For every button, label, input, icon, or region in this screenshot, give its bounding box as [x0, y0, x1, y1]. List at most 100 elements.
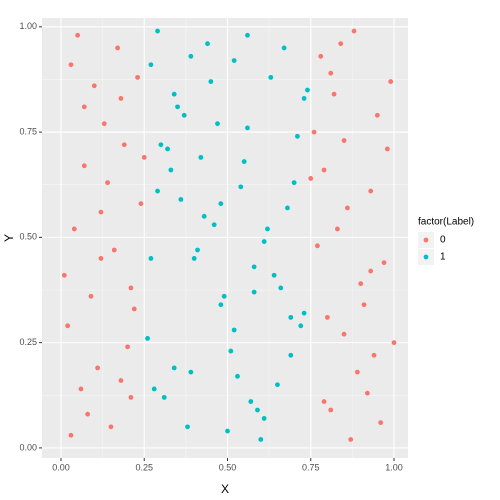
point — [71, 226, 77, 232]
point — [198, 154, 204, 160]
point — [321, 399, 327, 404]
point — [98, 256, 104, 261]
point — [338, 41, 344, 47]
point — [68, 432, 74, 438]
point — [374, 112, 380, 118]
point — [251, 264, 257, 270]
point — [358, 281, 364, 287]
point — [288, 314, 294, 320]
point — [168, 167, 174, 173]
point — [245, 125, 250, 131]
point — [188, 369, 194, 375]
legend-swatch — [423, 254, 429, 260]
point — [318, 53, 324, 59]
legend-label: 0 — [440, 235, 446, 246]
point — [261, 239, 267, 244]
point — [308, 176, 314, 181]
point — [275, 382, 280, 388]
point — [245, 32, 250, 38]
point — [125, 344, 130, 350]
point — [175, 104, 180, 110]
point — [281, 45, 287, 51]
point — [181, 112, 187, 118]
point — [288, 352, 294, 358]
point — [278, 285, 284, 291]
point — [258, 437, 264, 442]
point — [341, 331, 347, 337]
point — [121, 142, 127, 148]
point — [255, 407, 260, 413]
point — [301, 310, 307, 316]
point — [218, 302, 224, 308]
point — [361, 302, 367, 308]
point — [268, 74, 274, 80]
point — [131, 306, 137, 312]
point — [118, 378, 124, 383]
point — [95, 365, 101, 371]
point — [228, 348, 234, 354]
point — [291, 180, 297, 186]
point — [378, 420, 384, 426]
point — [225, 428, 230, 434]
y-tick-label: 1.00 — [19, 21, 37, 31]
point — [155, 28, 160, 34]
point — [391, 340, 397, 346]
point — [115, 45, 120, 51]
point — [315, 243, 320, 249]
point — [178, 197, 184, 202]
point — [68, 62, 74, 68]
point — [351, 28, 357, 34]
point — [221, 293, 227, 299]
point — [75, 32, 81, 38]
point — [384, 146, 390, 152]
point — [381, 260, 387, 266]
point — [98, 209, 104, 215]
point — [185, 424, 190, 430]
point — [211, 222, 217, 228]
point — [108, 424, 114, 430]
point — [161, 394, 167, 400]
point — [171, 91, 177, 97]
point — [321, 167, 327, 173]
point — [155, 188, 160, 194]
point — [165, 146, 170, 152]
point — [368, 268, 374, 274]
point — [265, 226, 270, 232]
point — [298, 323, 304, 329]
point — [148, 62, 154, 68]
point — [91, 83, 97, 89]
y-axis-title: Y — [2, 234, 16, 242]
point — [271, 272, 277, 278]
x-axis-title: X — [221, 482, 229, 496]
point — [195, 247, 200, 253]
point — [65, 323, 71, 329]
point — [241, 159, 247, 164]
point — [285, 205, 290, 211]
point — [78, 386, 84, 392]
point — [61, 272, 67, 278]
x-tick-label: 0.00 — [52, 462, 70, 472]
point — [205, 41, 210, 47]
point — [171, 365, 177, 371]
y-tick-label: 0.50 — [19, 232, 37, 242]
point — [238, 184, 244, 190]
point — [331, 91, 337, 97]
point — [145, 336, 150, 341]
point — [235, 373, 240, 379]
point — [325, 314, 330, 320]
point — [354, 369, 360, 375]
x-tick-label: 0.75 — [302, 462, 320, 472]
point — [105, 180, 111, 186]
point — [328, 70, 334, 76]
point — [128, 394, 134, 400]
y-tick-label: 0.00 — [19, 442, 37, 452]
x-tick-label: 1.00 — [385, 462, 403, 472]
x-tick-label: 0.50 — [219, 462, 237, 472]
point — [364, 390, 370, 396]
point — [151, 386, 157, 392]
point — [191, 256, 197, 261]
point — [128, 285, 134, 291]
point — [81, 163, 87, 169]
point — [341, 138, 347, 143]
